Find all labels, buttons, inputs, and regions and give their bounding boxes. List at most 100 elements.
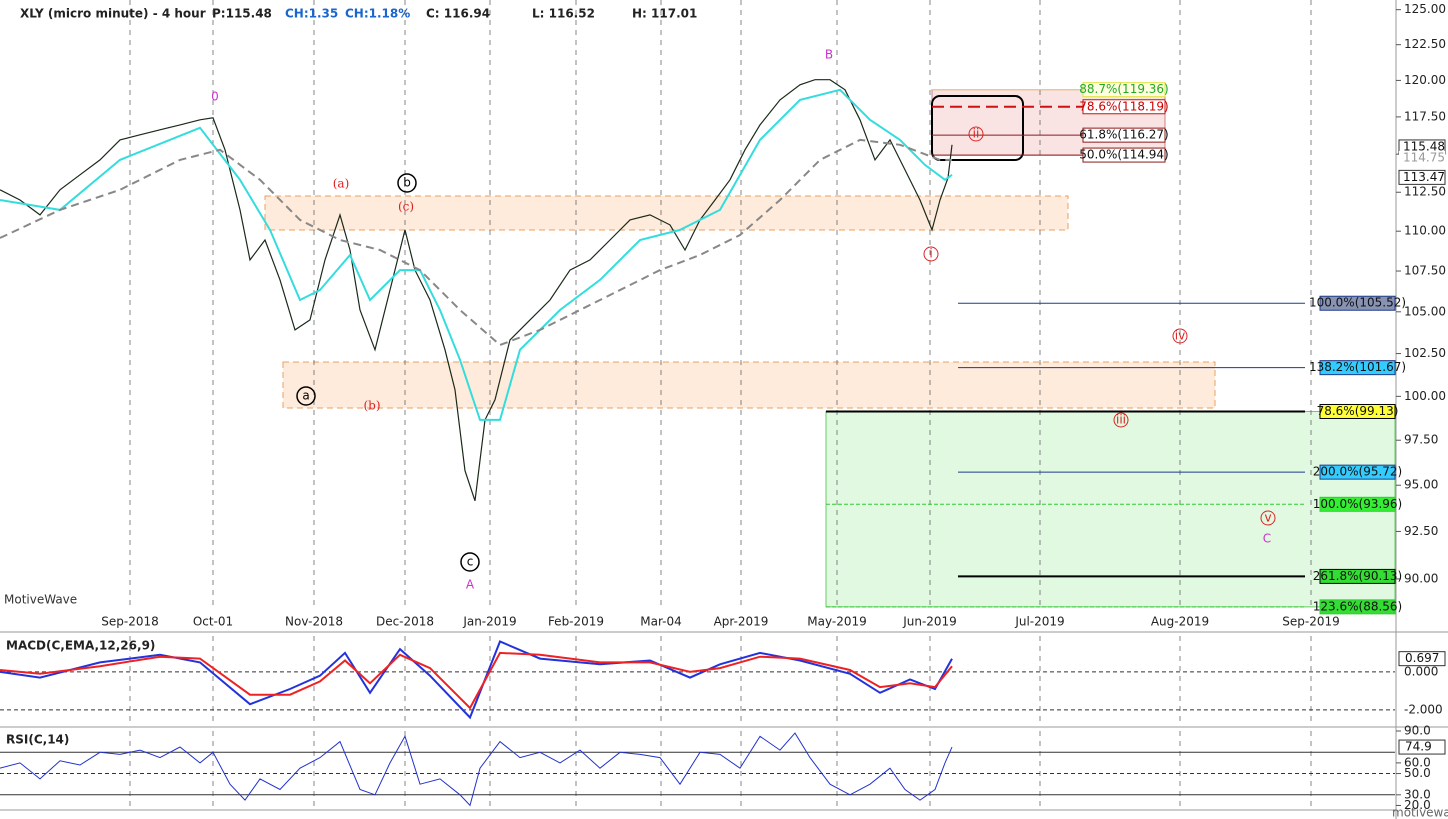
fib-label: 50.0%(114.94) [1079,148,1168,162]
y-tick-label: -2.000 [1404,702,1443,716]
wave-label: iv [1175,329,1185,343]
change: CH:1.35 [285,7,338,21]
x-tick-label: Jan-2019 [462,615,516,629]
indicator-line [0,732,953,807]
x-tick-label: Jun-2019 [902,615,957,629]
y-tick-label: 30.0 [1404,787,1431,801]
x-tick-label: Sep-2018 [101,615,159,629]
wave-label: C [1263,532,1271,546]
wave-label: (b) [363,399,380,413]
fib-label: 78.6%(99.13) [1317,404,1399,418]
y-tick-label: 102.50 [1404,346,1446,360]
y-tick-label: 120.00 [1404,73,1446,87]
fib-label-box [1319,496,1396,512]
wave-circle [1172,328,1188,344]
fib-label: 123.6%(88.56) [1313,599,1402,613]
wave-circle [397,173,417,193]
wave-label: 0 [211,90,219,104]
y-tick-label: 117.50 [1404,109,1446,123]
macd-title: MACD(C,EMA,12,26,9) [6,639,155,653]
wave-label: c [467,555,474,569]
value-label: 0.697 [1405,651,1439,665]
fib-label: 61.8%(116.27) [1079,128,1168,142]
y-tick-label: 50.0 [1404,766,1431,780]
price-label: 115.48 [1403,139,1445,153]
value-marker [1398,651,1446,667]
y-tick-label: 97.50 [1404,433,1438,447]
x-tick-label: Oct-01 [193,615,233,629]
y-tick-label: 60.0 [1404,755,1431,769]
fib-label-box [1319,360,1396,376]
price-label: 114.75 [1403,150,1445,164]
x-tick-label: Jul-2019 [1014,615,1064,629]
watermark: MotiveWave [4,593,77,607]
wave-circle [1113,412,1129,428]
x-tick-label: Mar-04 [640,615,681,629]
y-tick-label: 112.50 [1404,185,1446,199]
x-tick-label: Sep-2019 [1282,615,1340,629]
high: H: 117.01 [632,7,697,21]
wave-label: A [466,578,475,592]
fib-label-box [1082,147,1166,163]
fib-label: 100.0%(105.52) [1309,296,1406,310]
support-zone [282,361,1216,409]
wave-label: i [929,247,932,261]
fib-label-box [1319,568,1396,584]
y-tick-label: 90.00 [1404,571,1438,585]
y-tick-label: 90.0 [1404,724,1431,738]
fib-label-box [1319,599,1396,615]
close: C: 116.94 [426,7,490,21]
fib-label-box [1319,464,1396,480]
y-tick-label: 122.50 [1404,37,1446,51]
y-tick-label: 110.00 [1404,224,1446,238]
wave-circle [968,126,984,142]
wave-circle [296,386,316,406]
target-zone [825,410,1396,608]
wave-circle [1260,510,1276,526]
wave-label: (c) [398,200,414,214]
y-tick-label: 107.50 [1404,264,1446,278]
value-marker [1398,739,1446,755]
x-tick-label: Dec-2018 [376,615,434,629]
symbol: XLY (micro minute) - 4 hour [20,7,206,21]
x-tick-label: Aug-2019 [1151,615,1209,629]
price-series [0,138,952,347]
y-tick-label: 20.0 [1404,798,1431,812]
wave-label: b [403,176,411,190]
y-tick-label: 100.00 [1404,389,1446,403]
wave-label: (a) [333,177,350,191]
fib-label-box [1082,82,1166,98]
x-tick-label: Apr-2019 [714,615,769,629]
fib-label: 88.7%(119.36) [1079,82,1168,96]
fib-label-box [1082,99,1166,115]
y-tick-label: 125.00 [1404,2,1446,16]
price-series [0,88,953,421]
price-label: 113.47 [1403,170,1445,184]
wave-label: ii [973,127,980,141]
wave-label: iii [1116,413,1126,427]
wave-label: B [825,48,833,62]
fib-label: 200.0%(95.72) [1313,465,1402,479]
wave-label: v [1264,511,1271,525]
fib-label-box [1082,127,1166,143]
price-series [0,79,953,501]
wave-circle [460,552,480,572]
price-marker [1398,169,1446,185]
fib-label: 78.6%(118.19) [1079,99,1168,113]
support-zone [264,195,1069,231]
rsi-title: RSI(C,14) [6,733,69,747]
y-tick-label: 0.000 [1404,664,1438,678]
price: P:115.48 [212,7,272,21]
y-tick-label: 95.00 [1404,478,1438,492]
x-tick-label: Feb-2019 [548,615,604,629]
y-tick-label: 105.00 [1404,304,1446,318]
footer: motivewave.com [1392,806,1448,819]
wave-label: a [302,389,309,403]
highlight-box [931,95,1024,161]
x-tick-label: Nov-2018 [285,615,343,629]
fib-label: 138.2%(101.67) [1309,360,1406,374]
fib-label: 100.0%(93.96) [1313,497,1402,511]
